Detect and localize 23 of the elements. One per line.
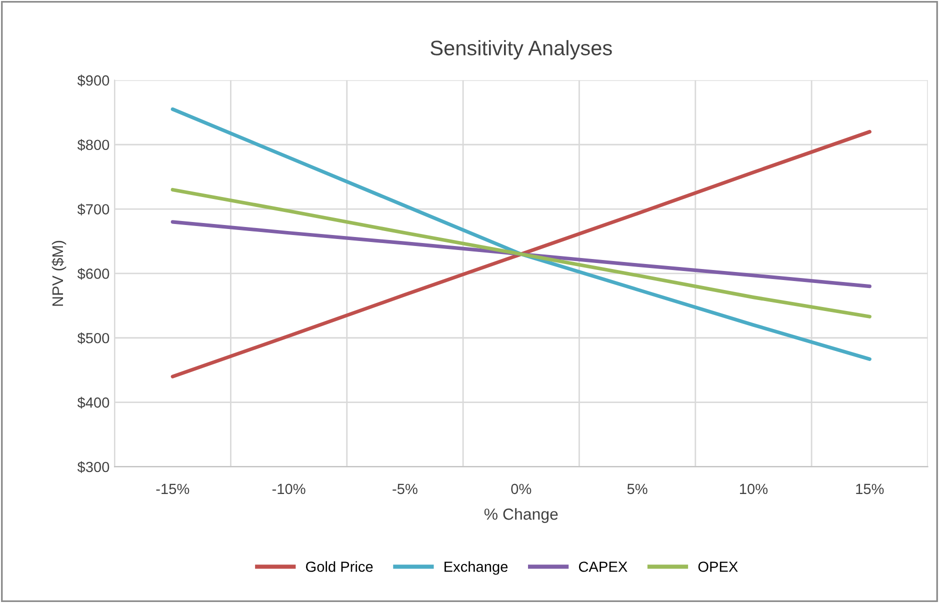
x-axis-title: % Change: [484, 508, 558, 523]
x-tick-label: -5%: [392, 484, 418, 494]
x-tick-label: 10%: [740, 484, 768, 494]
legend-label: Exchange: [444, 561, 508, 575]
line-series: [170, 188, 872, 318]
x-tick-label: 5%: [627, 484, 648, 494]
y-tick-label: $500: [77, 332, 110, 344]
line-series: [170, 220, 872, 288]
y-tick-label: $400: [77, 396, 110, 409]
y-axis-title: NPV ($M): [52, 240, 66, 306]
legend-label: CAPEX: [578, 562, 628, 572]
x-tick-label: 0%: [511, 484, 532, 494]
legend-label: Gold Price: [306, 561, 373, 572]
y-tick-label: $900: [77, 74, 110, 86]
y-tick-label: $300: [77, 461, 110, 474]
x-tick-label: 15%: [856, 484, 884, 494]
legend-label: OPEX: [698, 562, 738, 572]
y-tick-label: $700: [77, 204, 110, 216]
x-tick-label: -10%: [272, 484, 306, 494]
chart-title: Sensitivity Analyses: [430, 40, 612, 60]
y-tick-label: $800: [77, 139, 110, 151]
x-tick-label: -15%: [156, 484, 190, 494]
y-tick-label: $600: [77, 268, 110, 280]
